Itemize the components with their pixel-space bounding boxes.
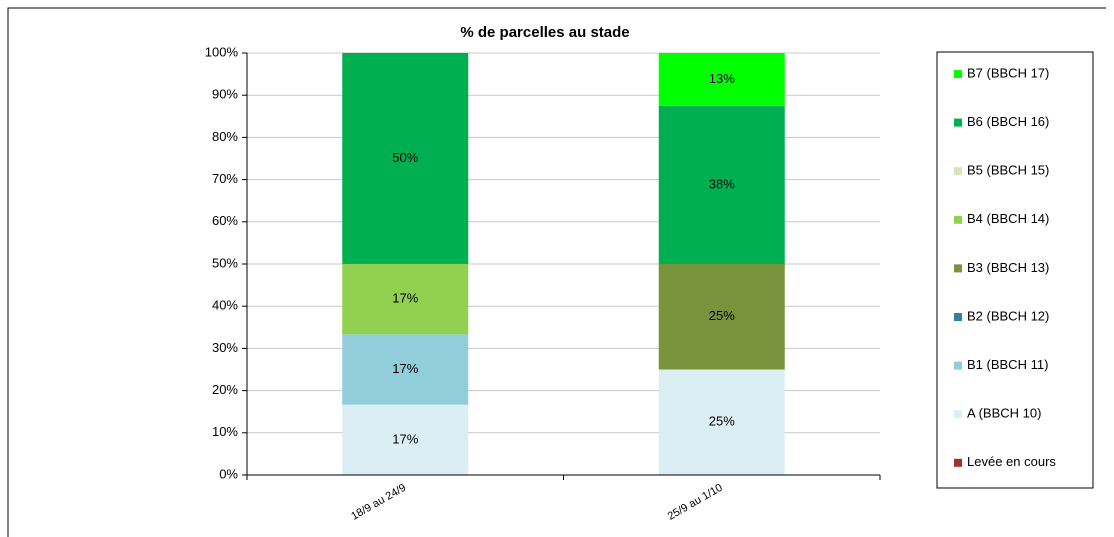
y-tick-label: 80% [212,129,238,144]
legend-swatch [954,264,962,273]
bar-segment [342,404,469,475]
y-tick-label: 10% [212,424,238,439]
data-label: 17% [392,431,418,446]
legend-label: B5 (BBCH 15) [967,163,1049,178]
legend-swatch [954,70,962,78]
data-label: 25% [709,414,735,429]
legend-swatch [954,167,962,176]
legend-label: B4 (BBCH 14) [967,211,1049,226]
legend-label: B3 (BBCH 13) [967,260,1049,275]
bar-segment [658,369,785,475]
legend-label: A (BBCH 10) [967,406,1041,421]
legend-swatch [954,410,962,419]
legend-label: B6 (BBCH 16) [967,114,1049,129]
data-label: 25% [709,308,735,323]
y-tick-label: 0% [219,466,238,481]
legend-label: B1 (BBCH 11) [967,357,1048,372]
data-label: 50% [392,150,418,165]
y-tick-label: 70% [212,171,238,186]
y-tick-label: 20% [212,382,238,397]
legend-swatch [954,118,962,127]
y-tick-label: 40% [212,298,238,313]
bar-segment [658,105,785,264]
bar-segment [342,334,469,405]
legend-swatch [954,215,962,224]
chart-title: % de parcelles au stade [460,24,629,41]
data-label: 17% [392,291,418,306]
data-label: 13% [709,71,735,86]
y-tick-label: 50% [212,255,238,270]
legend-label: B2 (BBCH 12) [967,308,1049,323]
bar-segment [342,263,469,335]
y-tick-label: 100% [205,44,239,59]
bar-segment [658,264,785,370]
y-tick-label: 60% [212,213,238,228]
legend-swatch [954,361,962,370]
y-tick-label: 90% [212,87,238,102]
legend-label: Levée en cours [967,454,1056,469]
bar-segment [658,53,785,106]
legend-label: B7 (BBCH 17) [967,65,1049,80]
bar-segment [342,52,469,264]
legend-swatch [954,313,962,321]
chart-frame [7,7,1106,537]
data-label: 38% [709,176,735,191]
y-tick-label: 30% [212,340,238,355]
data-label: 17% [392,361,418,376]
legend-box [936,51,1094,489]
legend-swatch [954,458,962,467]
